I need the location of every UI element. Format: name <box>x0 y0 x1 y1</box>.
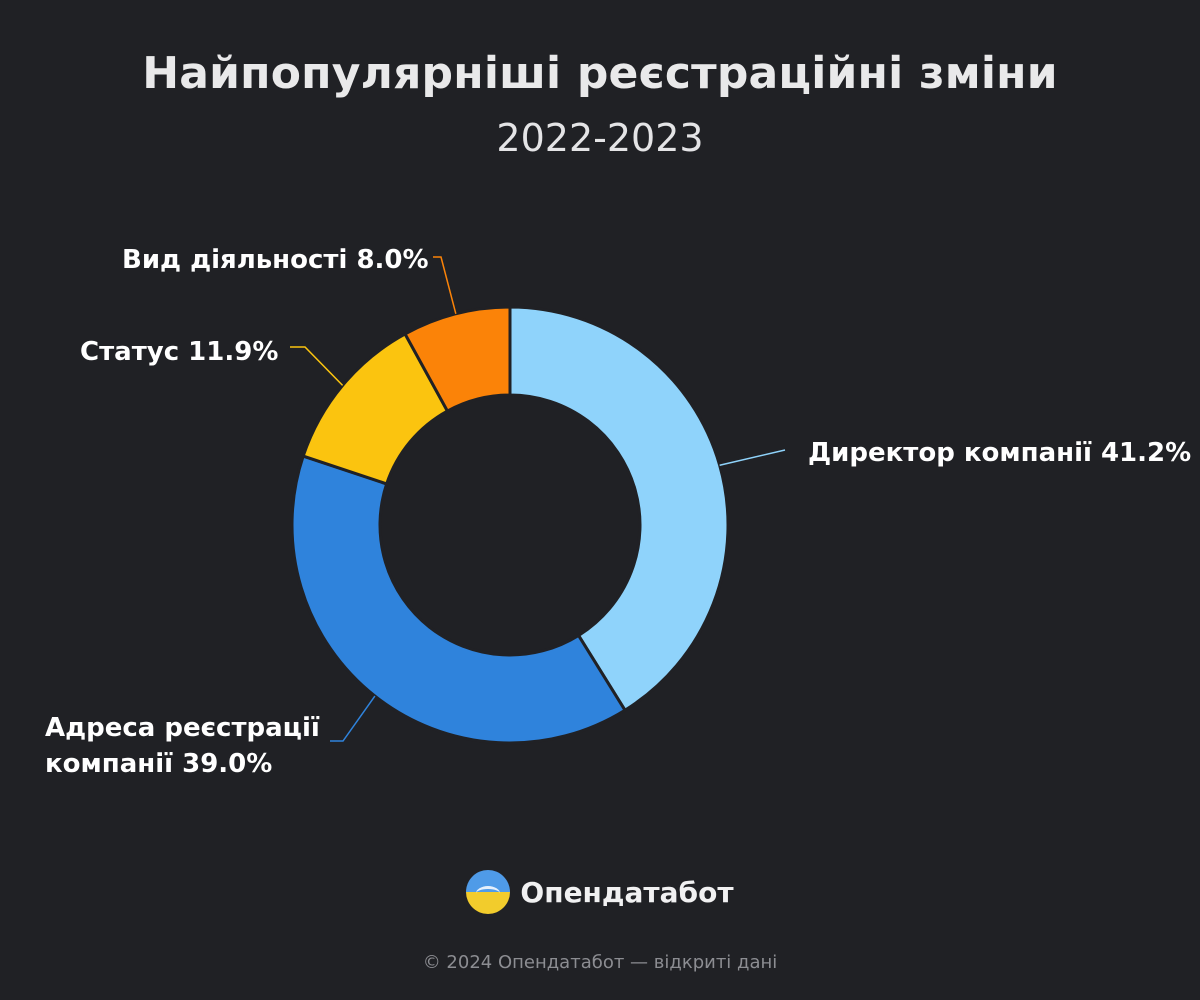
slice-address-leader-line <box>330 695 376 742</box>
slice-director-leader-line <box>719 449 786 466</box>
slice-label-address: Адреса реєстрації компанії 39.0% <box>45 713 329 779</box>
brand: Опендатабот <box>0 870 1200 914</box>
slice-status-leader-line <box>290 346 344 386</box>
slice-address <box>290 454 627 745</box>
slice-activity <box>403 305 512 413</box>
slice-label-activity: Вид діяльності 8.0% <box>122 245 429 275</box>
slice-activity-leader-line <box>433 256 457 315</box>
slice-director <box>508 305 730 712</box>
chart-subtitle: 2022-2023 <box>496 116 704 160</box>
slice-label-status: Статус 11.9% <box>80 337 278 367</box>
opendatabot-logo-icon <box>466 870 511 914</box>
chart-title: Найпопулярніші реєстраційні зміни <box>142 48 1058 99</box>
footer-copyright: © 2024 Опендатабот — відкриті дані <box>422 952 778 973</box>
slice-label-director: Директор компанії 41.2% <box>808 438 1191 468</box>
brand-name: Опендатабот <box>520 875 734 909</box>
slice-label-address-value: компанії 39.0% <box>45 749 272 779</box>
